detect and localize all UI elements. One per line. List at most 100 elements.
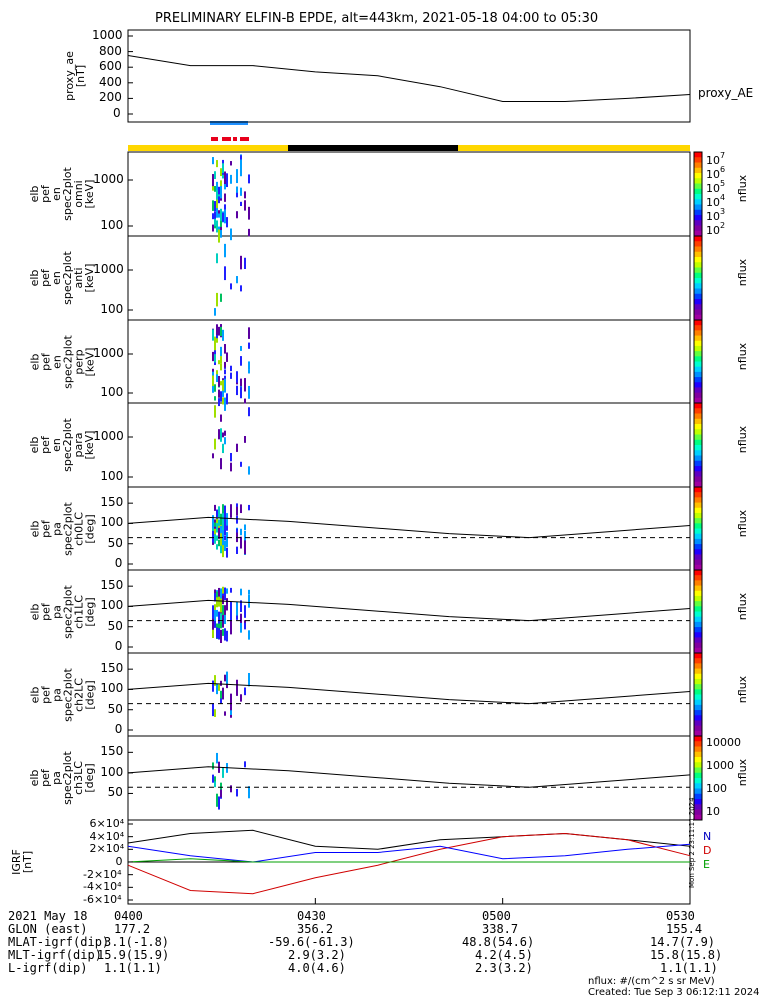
colorbar-seg-3-8 [694, 361, 702, 368]
spec-pixel [216, 793, 218, 807]
colorbar-seg-8-12 [694, 799, 702, 805]
cbar-label-2: nflux [736, 258, 750, 287]
spec-pixel [226, 598, 228, 611]
colorbar-seg-4-15 [694, 481, 702, 488]
spec-pixel [218, 628, 220, 640]
spec-pixel [214, 528, 216, 535]
spec-pixel [212, 680, 214, 692]
igrf-ytick-label-3: 0 [115, 855, 123, 868]
footer-row-0-v3: 0530 [666, 909, 695, 923]
pa-ytick-label-8-1: 100 [100, 764, 124, 779]
spec-pixel [230, 504, 232, 518]
spec-pixel [236, 528, 238, 535]
spec-pixel [214, 778, 216, 788]
colorbar-seg-3-6 [694, 351, 702, 357]
spec-pixel [248, 407, 250, 417]
spec-pixel [220, 786, 222, 798]
spec-pixel [240, 356, 242, 366]
spec-pixel [214, 171, 216, 180]
spec-pixel [240, 155, 242, 160]
spec-pixel [214, 615, 216, 628]
spec-pixel [220, 598, 222, 613]
spec-pixel [220, 346, 222, 357]
spec-pixel [224, 437, 226, 445]
colorbar-seg-7-14 [694, 725, 702, 732]
spec-pixel [222, 379, 224, 392]
spec-pixel [220, 168, 222, 177]
colorbar-seg-3-15 [694, 397, 702, 404]
colorbar-seg-8-13 [694, 804, 702, 810]
footer-row-3-label: MLT-igrf(dip) [8, 948, 102, 962]
spec-pixel [224, 369, 226, 375]
spec-pixel [248, 672, 250, 687]
spec-pixel [216, 683, 218, 695]
colorbar-frame-8 [693, 735, 703, 821]
spec-pixel [240, 187, 242, 196]
colorbar-seg-1-11 [694, 209, 702, 216]
colorbar-seg-7-11 [694, 710, 702, 716]
spec-pixel [218, 398, 220, 407]
colorbar-seg-1-12 [694, 215, 702, 221]
spec-pixel [222, 513, 224, 519]
colorbar-seg-3-10 [694, 371, 702, 378]
spec-pixel [218, 210, 220, 217]
spec-pixel [214, 396, 216, 401]
colorbar-seg-4-14 [694, 476, 702, 483]
footer-row-2-v1: -59.6(-61.3) [268, 935, 355, 949]
spec-pixel [244, 687, 246, 696]
en-ytick-label-1-0: 100 [100, 218, 124, 232]
cbar2-label-0: 10 [706, 805, 720, 818]
colorbar-seg-4-13 [694, 471, 702, 477]
pa-ytick-label-5-3: 150 [100, 495, 124, 510]
spec-pixel [224, 628, 226, 641]
colorbar-seg-5-5 [694, 512, 702, 519]
footer-row-0-v2: 0500 [482, 909, 511, 923]
igrf-line-D [127, 832, 691, 895]
colorbar-seg-8-6 [694, 767, 702, 774]
spec-pixel [212, 157, 214, 165]
spec-pixel [212, 515, 214, 529]
spec-pixel [216, 220, 218, 231]
spec-pixel [218, 360, 220, 365]
spec-pixel [212, 174, 214, 187]
spec-pixel [240, 461, 242, 467]
colorbar-seg-2-2 [694, 246, 702, 253]
spec-pixel [236, 788, 238, 797]
spec-pixel [236, 276, 238, 284]
colorbar-seg-4-11 [694, 460, 702, 467]
spec-pixel [236, 186, 238, 193]
cbar-base-2: 10 [706, 196, 720, 209]
spec-pixel [220, 326, 222, 337]
spec-pixel [240, 387, 242, 399]
spec-pixel [218, 539, 220, 547]
footer-row-2-v3: 14.7(7.9) [650, 935, 716, 949]
colorbar-seg-8-11 [694, 793, 702, 800]
spec-pixel [214, 438, 216, 450]
spec-pixel [240, 504, 242, 514]
pa-ytick-label-5-1: 50 [107, 535, 123, 550]
colorbar-seg-3-5 [694, 345, 702, 352]
spec-pixel [222, 535, 224, 548]
spec-pixel [218, 326, 220, 336]
spec-pixel [214, 308, 216, 316]
spec-pixel [248, 327, 250, 339]
spec-pixel [222, 443, 224, 454]
colorbar-seg-3-13 [694, 387, 702, 394]
colorbar-seg-8-14 [694, 809, 702, 816]
spec-pixel [236, 682, 238, 696]
spec-pixel [244, 622, 246, 630]
spec-pixel [216, 206, 218, 218]
spec-pixel [244, 200, 246, 211]
colorbar-seg-6-6 [694, 601, 702, 607]
en-ylabel-3: elb pef en spec2plot perp [keV] [28, 334, 96, 389]
spec-pixel [218, 523, 220, 530]
footer-row-4-v1: 4.0(4.6) [288, 961, 346, 975]
spec-pixel [220, 414, 222, 422]
spec-pixel [244, 191, 246, 199]
spec-pixel [218, 226, 220, 232]
en-ylabel-1: elb pef en spec2plot omni [keV] [28, 167, 96, 221]
cbar-base-4: 10 [706, 168, 720, 181]
science-zone-red-0 [211, 137, 218, 141]
pa-ytick-label-6-3: 150 [100, 578, 124, 593]
colorbar-seg-2-8 [694, 278, 702, 284]
